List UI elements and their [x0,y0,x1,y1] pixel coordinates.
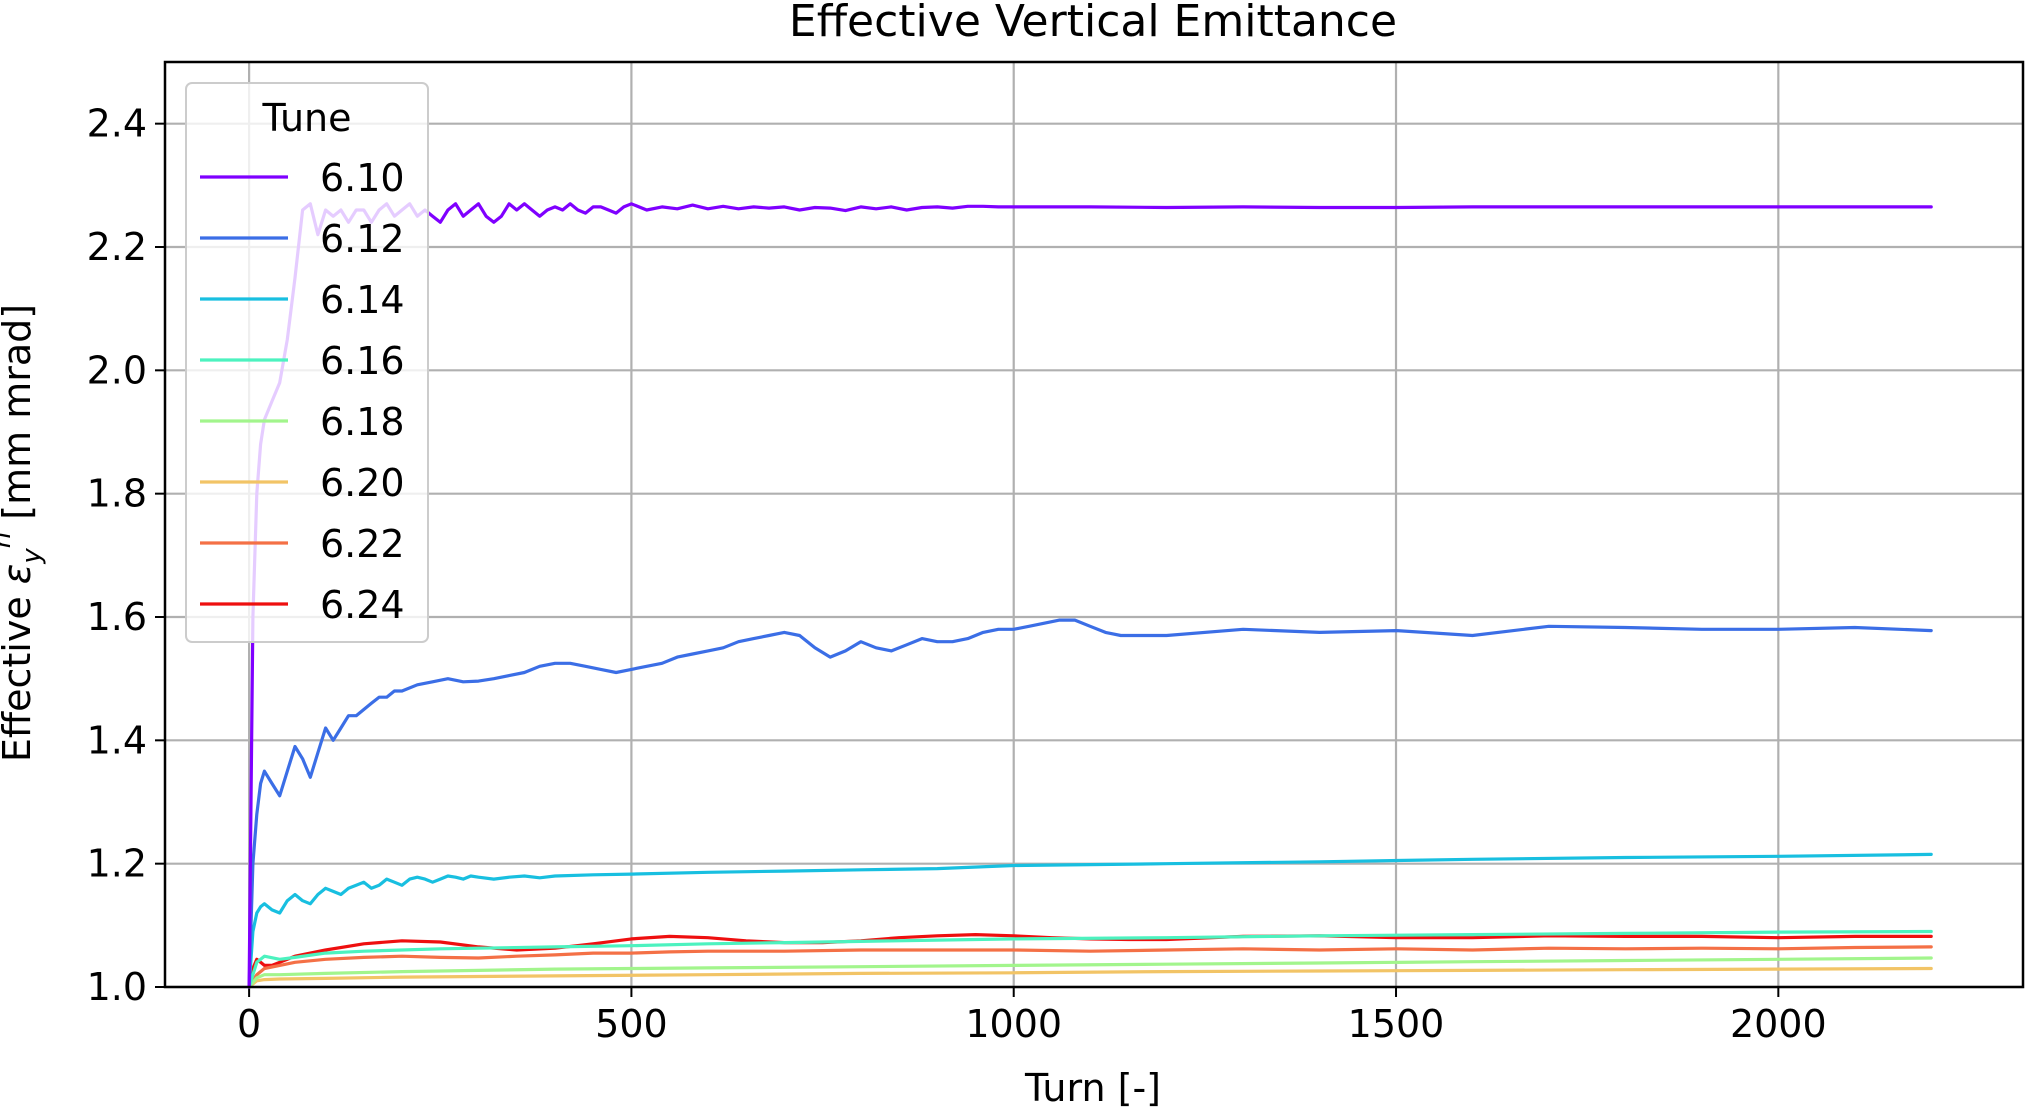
x-tick-label: 2000 [1730,1002,1827,1046]
legend-title: Tune [262,96,352,140]
y-tick-label: 2.4 [87,102,147,146]
series-line-6-18 [247,956,1933,989]
legend-label: 6.16 [320,339,405,383]
y-tick-label: 1.6 [87,595,147,639]
legend-box [185,82,429,643]
x-tick-label: 1500 [1348,1002,1445,1046]
series-line-6-14 [247,852,1933,989]
series-line-6-10 [247,202,1933,989]
legend-entries: 6.10 6.12 6.14 6.16 6.18 6.20 6.22 6.24 [200,156,405,627]
y-axis-label: Effective εyn [mm mrad] [0,304,47,762]
series-line-6-12 [247,618,1933,989]
x-tick-label: 500 [595,1002,668,1046]
y-tick-label: 1.0 [87,965,147,1009]
x-tick-label: 1000 [965,1002,1062,1046]
series-line-6-20 [247,966,1933,989]
chart-title: Effective Vertical Emittance [789,0,1397,47]
legend-label: 6.20 [320,461,405,505]
y-tick-label: 1.4 [87,718,147,762]
axis-layer: 0 500 1000 1500 2000 1.0 1.2 1.4 1.6 1.8 2.0 2.2 2.4 [87,102,1827,1046]
plot-frame [163,60,2025,989]
legend-label: 6.12 [320,217,405,261]
series-layer [247,202,1933,989]
legend-label: 6.24 [320,583,405,627]
legend-label: 6.10 [320,156,405,200]
series-line-6-22 [247,945,1933,989]
y-tick-label: 1.2 [87,842,147,886]
series-line-6-16 [247,929,1933,989]
y-tick-label: 2.0 [87,348,147,392]
y-tick-label: 1.8 [87,472,147,516]
y-tick-label: 2.2 [87,225,147,269]
x-tick-label: 0 [237,1002,261,1046]
legend-label: 6.18 [320,400,405,444]
grid-layer [165,62,2023,989]
legend: Tune 6.10 6.12 6.14 6.16 6.18 6.20 6.22 6.24 [185,82,429,643]
legend-label: 6.14 [320,278,405,322]
legend-label: 6.22 [320,522,405,566]
x-axis-label: Turn [-] [1024,1066,1161,1108]
